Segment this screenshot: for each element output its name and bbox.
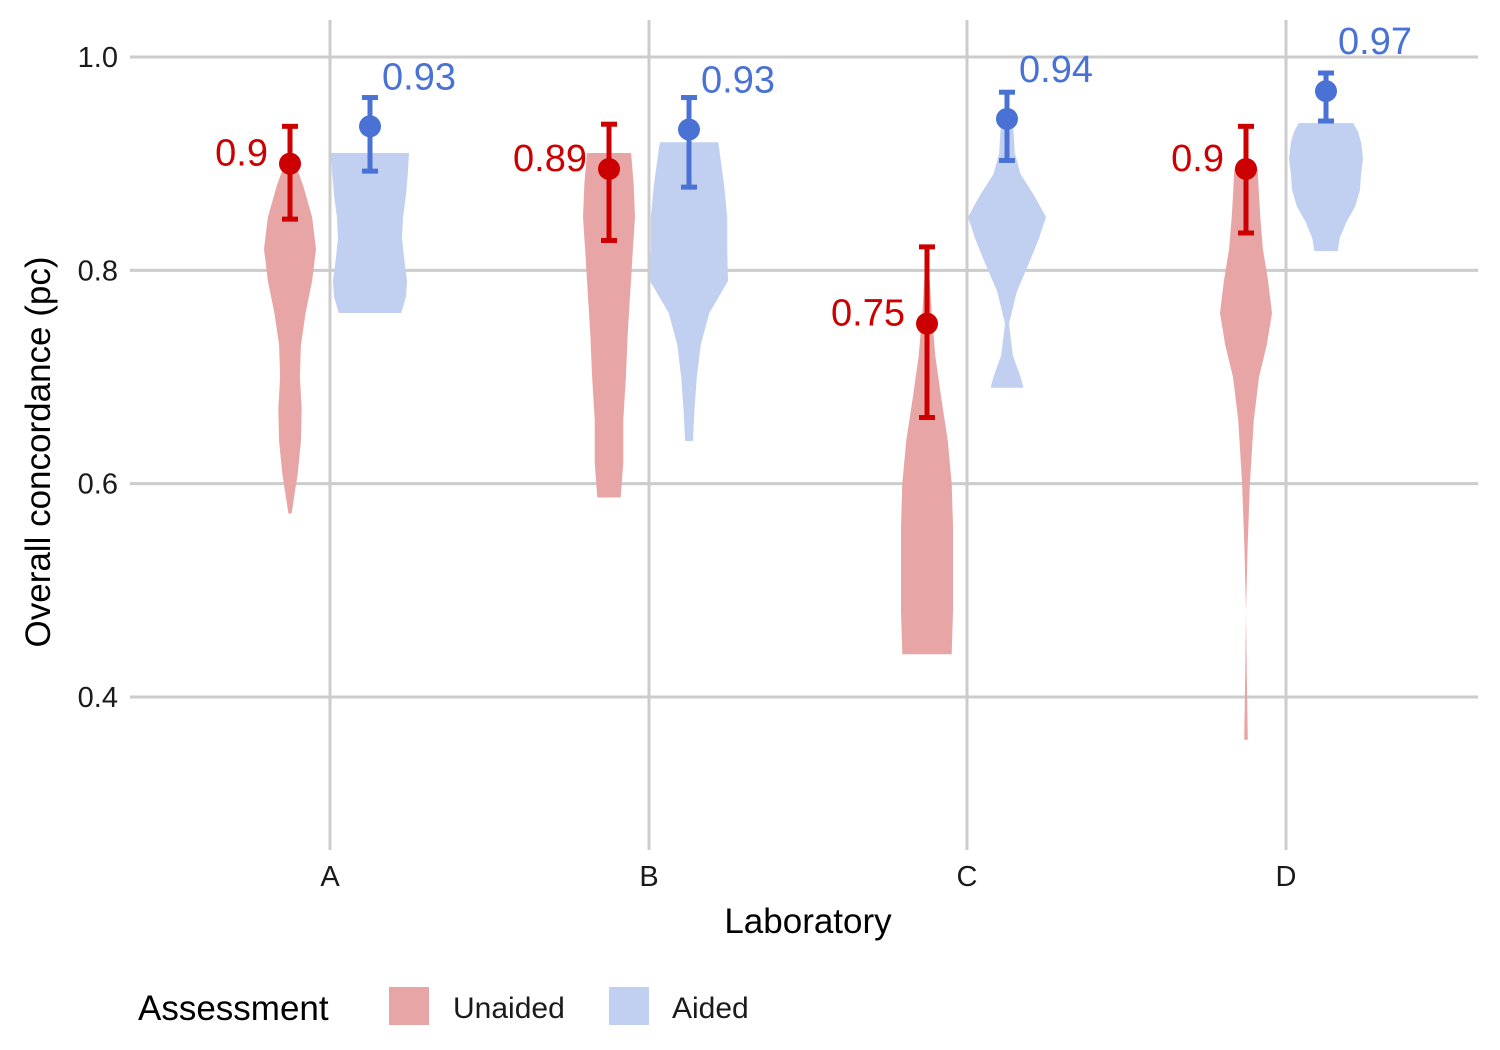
axis-ticks: 0.4 0.6 0.8 1.0 A B C D bbox=[78, 42, 1297, 893]
x-tick-label: B bbox=[639, 861, 658, 893]
violin-aided-c bbox=[968, 115, 1046, 388]
value-label-aided: 0.94 bbox=[1019, 49, 1093, 91]
mean-point bbox=[1235, 158, 1257, 180]
legend-title: Assessment bbox=[138, 989, 329, 1028]
x-axis-title: Laboratory bbox=[724, 902, 892, 941]
x-tick-label: C bbox=[957, 861, 978, 893]
violin-unaided-a bbox=[264, 163, 316, 514]
violin-unaided-c bbox=[901, 246, 953, 655]
y-tick-label: 1.0 bbox=[78, 42, 118, 74]
value-label-aided: 0.93 bbox=[701, 60, 775, 102]
legend-swatch-unaided bbox=[389, 987, 429, 1025]
mean-point bbox=[1315, 80, 1337, 103]
value-label-unaided: 0.75 bbox=[831, 293, 905, 335]
legend-swatch-aided bbox=[609, 987, 649, 1025]
legend-label-aided: Aided bbox=[672, 992, 749, 1025]
y-tick-label: 0.4 bbox=[78, 682, 118, 714]
violin-aided-d bbox=[1289, 123, 1363, 252]
value-label-aided: 0.93 bbox=[382, 56, 456, 98]
y-axis-title: Overall concordance (pc) bbox=[19, 257, 58, 648]
violin-unaided-d bbox=[1220, 169, 1272, 740]
mean-point bbox=[678, 118, 700, 141]
value-label-unaided: 0.9 bbox=[1171, 138, 1224, 180]
value-label-unaided: 0.9 bbox=[215, 133, 268, 175]
value-label-unaided: 0.89 bbox=[513, 138, 587, 180]
mean-points: 0.9 0.89 0.75 0.9 0.93 0.93 0.94 0.97 bbox=[215, 21, 1412, 421]
violin-aided-b bbox=[650, 142, 728, 442]
x-tick-label: A bbox=[320, 861, 340, 893]
value-label-aided: 0.97 bbox=[1338, 21, 1412, 63]
y-tick-label: 0.6 bbox=[78, 469, 118, 501]
x-tick-label: D bbox=[1276, 861, 1297, 893]
violins bbox=[264, 115, 1363, 740]
violin-aided-a bbox=[331, 153, 409, 313]
legend: Assessment Unaided Aided bbox=[138, 987, 749, 1028]
legend-label-unaided: Unaided bbox=[453, 992, 565, 1025]
mean-point bbox=[279, 152, 301, 175]
grid-lines bbox=[130, 20, 1478, 850]
mean-point bbox=[598, 158, 620, 180]
mean-point bbox=[916, 312, 938, 335]
violin-unaided-b bbox=[583, 153, 635, 498]
mean-point bbox=[359, 115, 381, 138]
mean-point bbox=[996, 107, 1018, 130]
y-tick-label: 0.8 bbox=[78, 255, 118, 287]
